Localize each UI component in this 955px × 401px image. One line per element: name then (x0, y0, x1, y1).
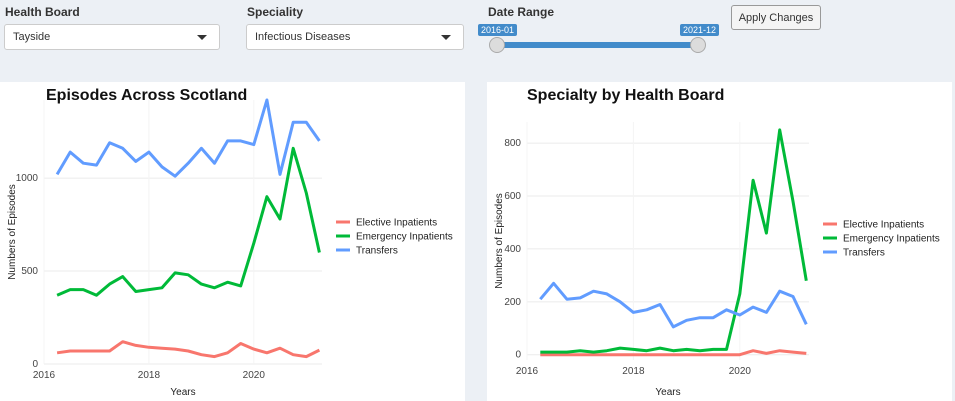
x-tick-label: 2020 (243, 370, 266, 381)
series-line-elective-inpatients (56, 340, 321, 359)
y-axis-title: Numbers of Episodes (7, 184, 18, 280)
legend-label: Emergency Inpatients (356, 232, 453, 243)
legend-label: Elective Inpatients (356, 218, 437, 229)
y-tick-label: 500 (21, 266, 38, 277)
x-axis-title: Years (655, 387, 680, 398)
y-tick-label: 0 (32, 359, 38, 370)
episodes-across-scotland-chart: Episodes Across Scotland 0 500 1000 2016 2018… (7, 87, 453, 398)
y-tick-label: 400 (504, 244, 521, 255)
apply-changes-button[interactable]: Apply Changes (731, 5, 821, 30)
series-line-emergency-inpatients (540, 128, 808, 354)
x-axis-title: Years (170, 387, 195, 398)
date-range-slider-track[interactable] (490, 42, 698, 48)
health-board-select[interactable]: Tayside (4, 24, 220, 50)
date-range-label: Date Range (488, 5, 555, 19)
speciality-label: Speciality (247, 5, 304, 19)
legend-label: Emergency Inpatients (843, 234, 940, 245)
x-tick-label: 2016 (33, 370, 56, 381)
y-tick-label: 200 (504, 297, 521, 308)
series-line-emergency-inpatients (56, 146, 321, 297)
y-tick-label: 800 (504, 138, 521, 149)
chevron-down-icon (441, 35, 451, 40)
y-axis-title: Numbers of Episodes (494, 193, 505, 289)
specialty-by-health-board-chart: Specialty by Health Board 0 200 400 600 800 20… (494, 87, 940, 398)
date-range-end-tag: 2021-12 (680, 24, 720, 36)
chart-title: Episodes Across Scotland (46, 87, 247, 104)
series-line-elective-inpatients (540, 349, 807, 357)
date-range-end-handle[interactable] (690, 37, 706, 53)
y-tick-label: 600 (504, 191, 521, 202)
legend-label: Transfers (843, 248, 885, 259)
series-line-transfers (539, 281, 808, 329)
chart-panel-scotland: Episodes Across Scotland 0 500 1000 2016 2018… (0, 82, 465, 401)
legend-label: Transfers (356, 246, 398, 257)
x-tick-label: 2018 (138, 370, 161, 381)
date-range-start-handle[interactable] (489, 37, 505, 53)
series-line-transfers (55, 98, 321, 178)
x-tick-label: 2018 (622, 366, 645, 377)
health-board-value: Tayside (13, 31, 51, 43)
speciality-value: Infectious Diseases (255, 31, 351, 43)
chart-panel-health-board: Specialty by Health Board 0 200 400 600 800 20… (487, 82, 952, 401)
legend-label: Elective Inpatients (843, 220, 924, 231)
health-board-label: Health Board (5, 5, 80, 19)
y-tick-label: 1000 (16, 173, 39, 184)
x-tick-label: 2020 (729, 366, 752, 377)
chevron-down-icon (197, 35, 207, 40)
x-tick-label: 2016 (516, 366, 539, 377)
date-range-start-tag: 2016-01 (478, 24, 518, 36)
y-tick-label: 0 (515, 350, 521, 361)
speciality-select[interactable]: Infectious Diseases (246, 24, 464, 50)
chart-title: Specialty by Health Board (527, 87, 724, 104)
